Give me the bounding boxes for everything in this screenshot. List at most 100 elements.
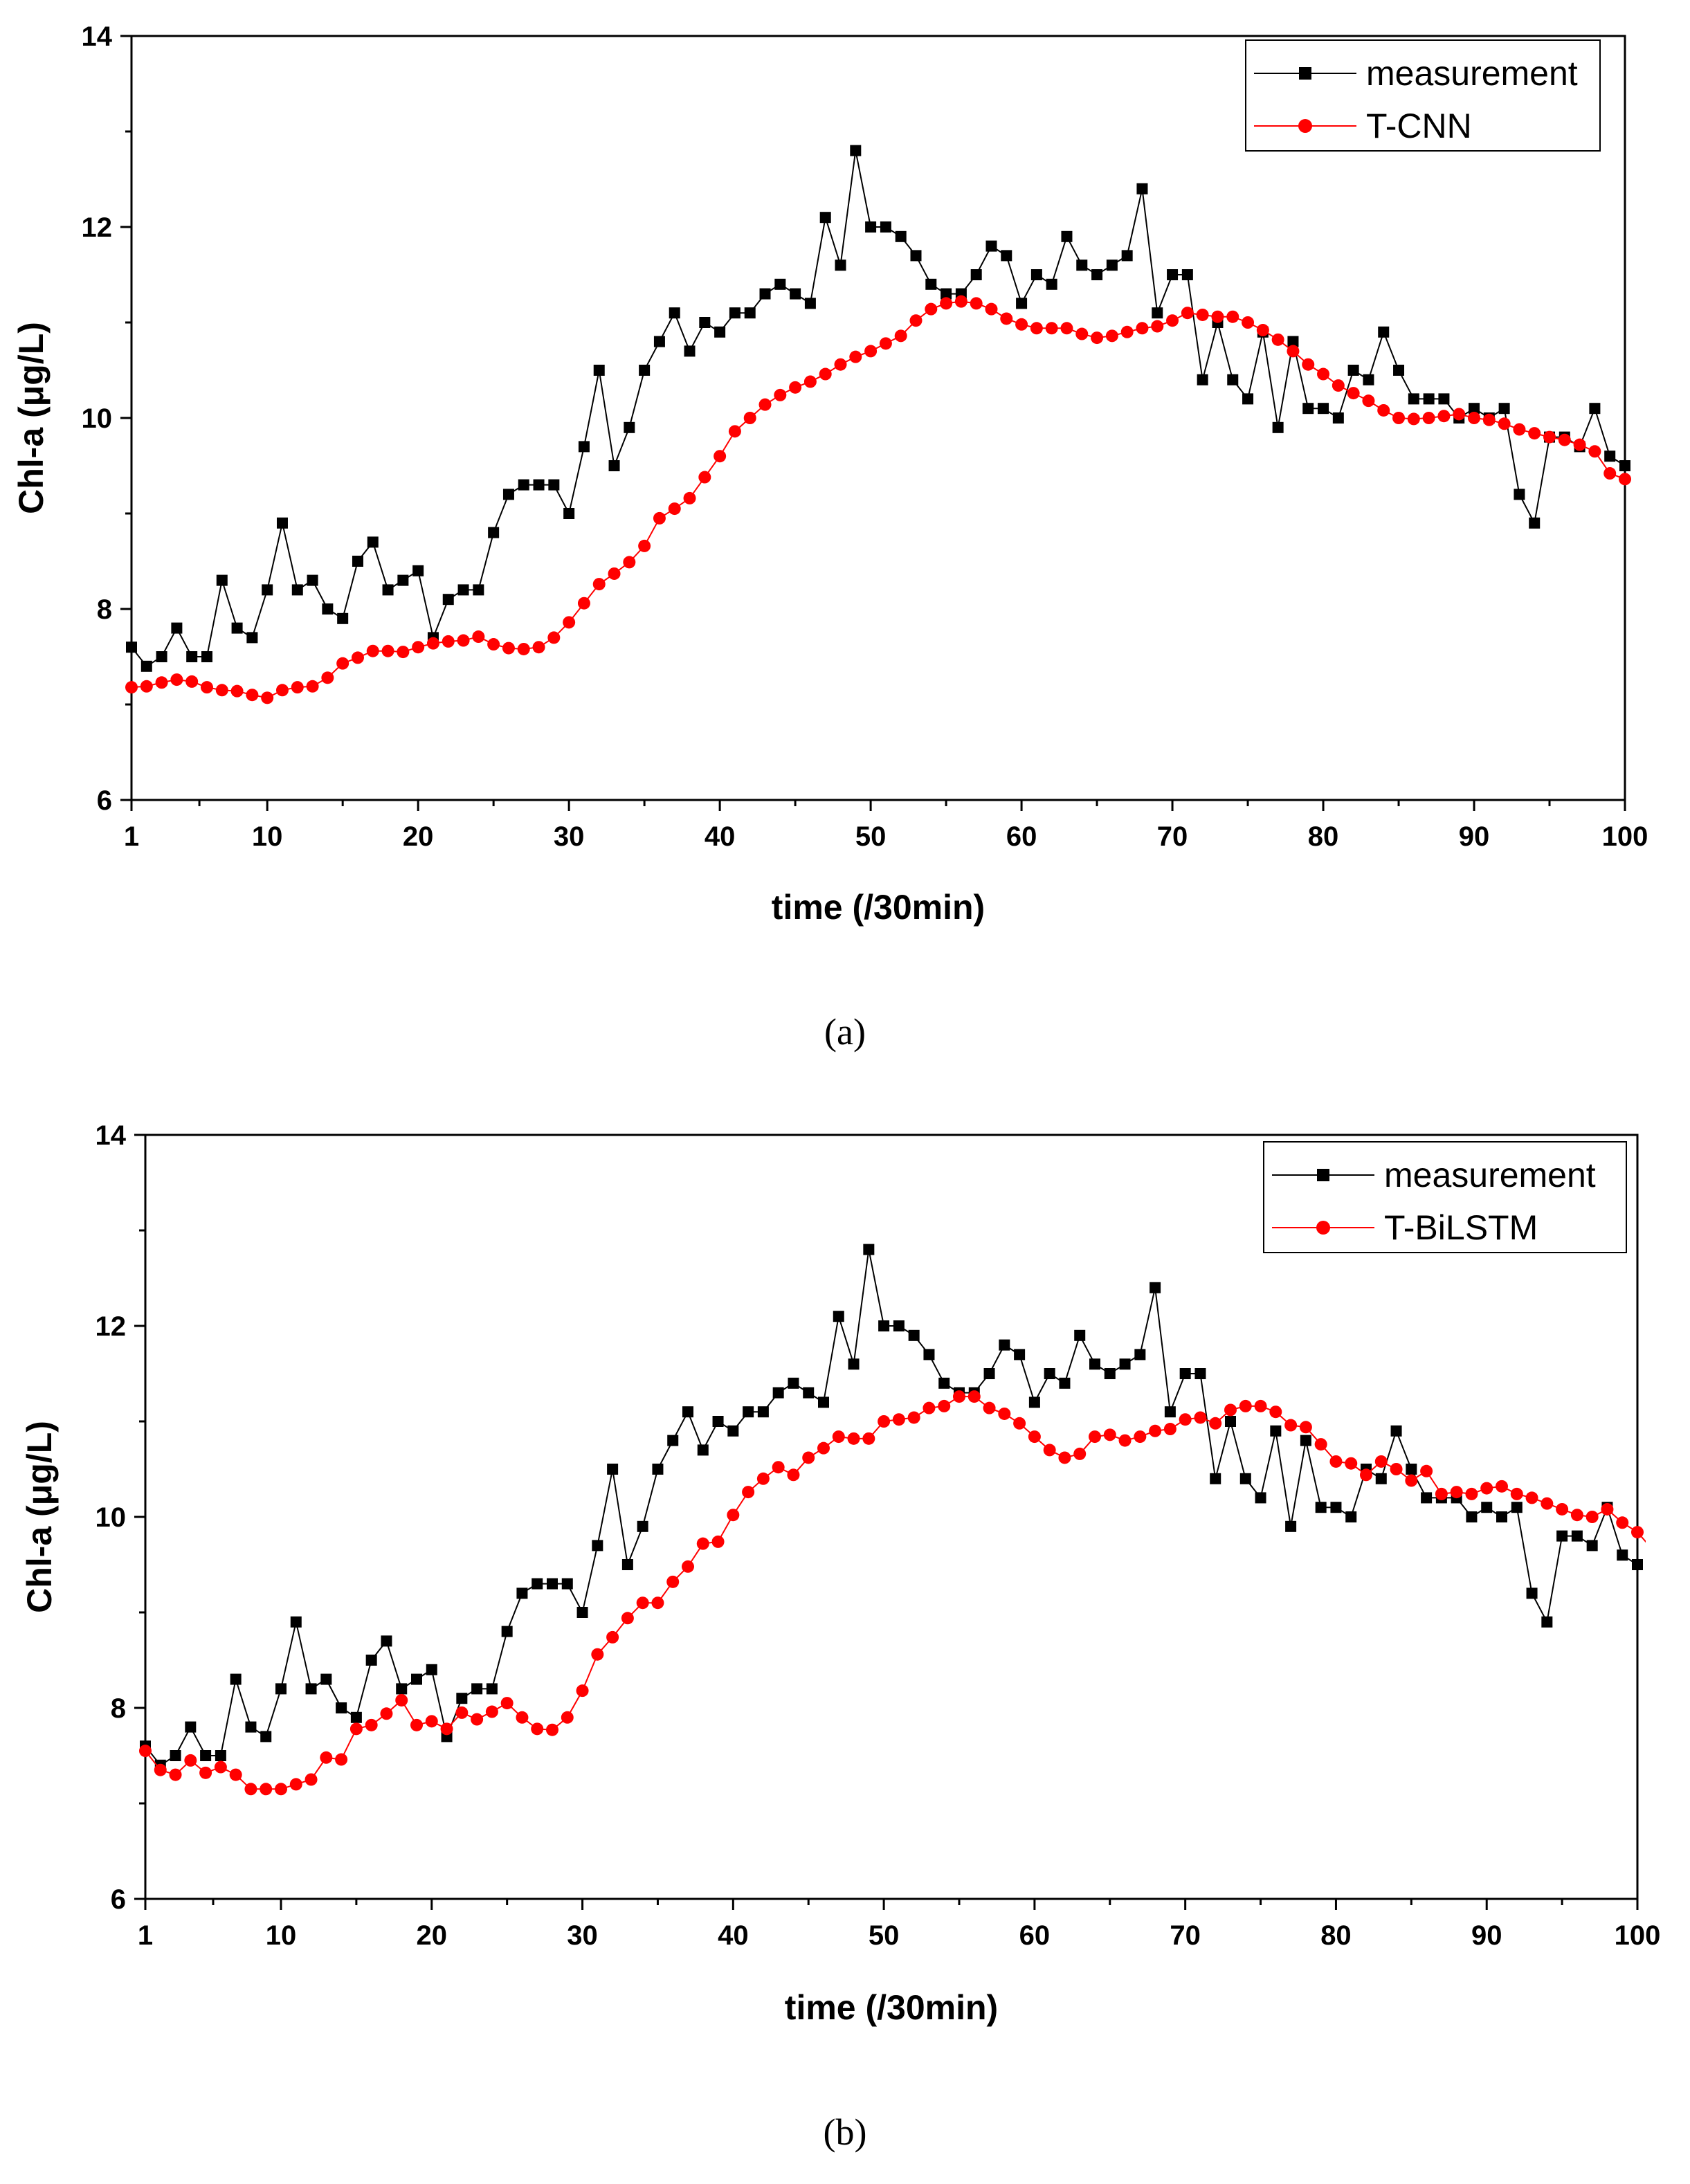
data-point-circle <box>728 425 741 438</box>
data-point-square <box>1194 1368 1206 1379</box>
data-point-square <box>1302 403 1314 415</box>
data-point-square <box>1586 1540 1598 1551</box>
data-point-square <box>1014 1349 1026 1361</box>
series-line <box>131 150 1626 668</box>
data-point-square <box>201 651 212 662</box>
series-line <box>145 1249 1638 1767</box>
y-tick-label: 6 <box>111 1884 126 1915</box>
data-point-square <box>350 1711 362 1723</box>
data-point-square <box>1330 1502 1342 1513</box>
data-point-square <box>1044 1368 1055 1379</box>
data-point-circle <box>1299 1421 1312 1434</box>
data-point-circle <box>140 680 153 693</box>
data-point-circle <box>229 1768 242 1781</box>
data-point-square <box>1167 269 1179 280</box>
data-point-circle <box>1030 322 1043 335</box>
data-point-circle <box>985 302 998 316</box>
data-point-square <box>772 1387 784 1399</box>
data-point-square <box>863 1244 875 1255</box>
data-point-circle <box>410 1718 423 1731</box>
data-point-square <box>1541 1616 1553 1628</box>
data-point-square <box>548 479 560 491</box>
data-point-circle <box>1149 1424 1162 1437</box>
data-point-circle <box>1480 1482 1493 1495</box>
data-point-square <box>669 307 680 319</box>
data-point-circle <box>366 644 379 657</box>
data-point-square <box>788 1377 799 1389</box>
data-point-square <box>1511 1502 1523 1513</box>
x-tick-label: 70 <box>1157 821 1188 852</box>
data-point-circle <box>289 1778 302 1791</box>
data-point-square <box>1001 250 1012 262</box>
data-point-square <box>381 1635 392 1647</box>
data-point-square <box>1046 278 1057 290</box>
data-point-square <box>290 1616 302 1628</box>
data-point-circle <box>623 556 636 569</box>
data-point-square <box>246 632 258 644</box>
data-point-square <box>639 365 651 376</box>
data-point-square <box>712 1416 724 1427</box>
data-point-square <box>593 365 605 376</box>
x-tick-label: 90 <box>1459 821 1490 852</box>
y-tick-label: 14 <box>82 21 113 52</box>
data-point-circle <box>472 630 485 644</box>
data-point-square <box>941 288 952 300</box>
data-point-circle <box>1015 318 1028 331</box>
data-point-circle <box>335 1753 348 1766</box>
data-point-circle <box>230 684 244 698</box>
data-point-square <box>652 1464 664 1475</box>
data-point-square <box>231 622 243 634</box>
data-point-square <box>291 584 303 596</box>
data-point-circle <box>442 635 455 648</box>
data-point-circle <box>502 641 515 655</box>
data-point-square <box>1496 1511 1507 1522</box>
legend-label: measurement <box>1366 54 1578 93</box>
data-point-circle <box>1239 1399 1252 1412</box>
data-point-square <box>216 574 228 586</box>
data-point-circle <box>1075 327 1089 340</box>
data-point-square <box>1300 1435 1311 1446</box>
data-point-square <box>516 1587 528 1599</box>
data-point-circle <box>199 1766 212 1779</box>
data-point-circle <box>349 1722 363 1736</box>
data-point-square <box>1285 1520 1297 1532</box>
data-point-square <box>457 584 469 596</box>
data-point-square <box>337 612 349 624</box>
data-point-circle <box>638 539 651 552</box>
y-axis-label: Chl-a (μg/L) <box>20 1421 59 1613</box>
legend-label: T-CNN <box>1366 107 1472 145</box>
data-point-circle <box>925 302 938 316</box>
data-point-circle <box>351 651 364 664</box>
data-point-square <box>865 221 877 233</box>
data-point-square <box>774 278 786 290</box>
data-point-circle <box>864 345 878 358</box>
data-point-square <box>818 1396 829 1408</box>
data-point-circle <box>802 1451 815 1464</box>
data-point-square <box>682 1406 693 1418</box>
data-point-circle <box>154 1763 167 1776</box>
data-point-circle <box>1000 312 1013 325</box>
data-point-circle <box>1284 1419 1298 1432</box>
data-point-circle <box>666 1575 680 1588</box>
data-point-square <box>1150 1282 1161 1293</box>
data-point-square <box>471 1683 483 1695</box>
caption-a: (a) <box>824 1011 866 1053</box>
data-point-circle <box>1314 1438 1327 1451</box>
data-point-circle <box>1151 320 1164 333</box>
data-point-square <box>848 1358 860 1370</box>
data-point-circle <box>1468 412 1481 424</box>
data-point-circle <box>215 684 228 697</box>
data-point-square <box>1210 1473 1221 1484</box>
data-point-circle <box>1422 412 1435 424</box>
data-point-square <box>1617 1549 1628 1561</box>
data-point-circle <box>967 1390 981 1403</box>
data-point-circle <box>1256 324 1269 337</box>
data-point-circle <box>682 1560 694 1573</box>
data-point-square <box>1255 1492 1266 1504</box>
data-point-circle <box>1405 1474 1418 1487</box>
data-point-circle <box>1420 1464 1433 1477</box>
data-point-square <box>983 1368 995 1379</box>
x-tick-label: 40 <box>705 821 736 852</box>
data-point-circle <box>471 1713 484 1726</box>
data-point-circle <box>1013 1417 1026 1430</box>
